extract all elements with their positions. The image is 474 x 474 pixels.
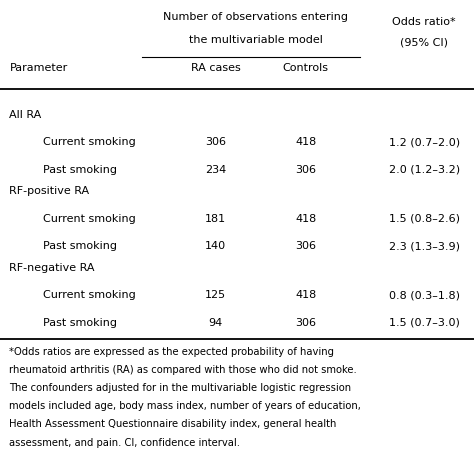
Text: 306: 306	[295, 165, 316, 175]
Text: Health Assessment Questionnaire disability index, general health: Health Assessment Questionnaire disabili…	[9, 419, 337, 429]
Text: 181: 181	[205, 214, 226, 224]
Text: Odds ratio*: Odds ratio*	[392, 17, 456, 27]
Text: *Odds ratios are expressed as the expected probability of having: *Odds ratios are expressed as the expect…	[9, 347, 335, 357]
Text: 418: 418	[295, 214, 316, 224]
Text: RF-positive RA: RF-positive RA	[9, 186, 90, 196]
Text: 1.5 (0.8–2.6): 1.5 (0.8–2.6)	[389, 214, 460, 224]
Text: 2.0 (1.2–3.2): 2.0 (1.2–3.2)	[389, 165, 460, 175]
Text: 306: 306	[295, 318, 316, 328]
Text: (95% CI): (95% CI)	[400, 38, 448, 48]
Text: Past smoking: Past smoking	[43, 165, 117, 175]
Text: Current smoking: Current smoking	[43, 214, 136, 224]
Text: rheumatoid arthritis (RA) as compared with those who did not smoke.: rheumatoid arthritis (RA) as compared wi…	[9, 365, 357, 375]
Text: All RA: All RA	[9, 110, 42, 120]
Text: Past smoking: Past smoking	[43, 241, 117, 251]
Text: 234: 234	[205, 165, 226, 175]
Text: 418: 418	[295, 137, 316, 147]
Text: 140: 140	[205, 241, 226, 251]
Text: 306: 306	[295, 241, 316, 251]
Text: 306: 306	[205, 137, 226, 147]
Text: 2.3 (1.3–3.9): 2.3 (1.3–3.9)	[389, 241, 460, 251]
Text: the multivariable model: the multivariable model	[189, 35, 323, 45]
Text: 125: 125	[205, 290, 226, 300]
Text: Past smoking: Past smoking	[43, 318, 117, 328]
Text: 0.8 (0.3–1.8): 0.8 (0.3–1.8)	[389, 290, 460, 300]
Text: Current smoking: Current smoking	[43, 137, 136, 147]
Text: 1.2 (0.7–2.0): 1.2 (0.7–2.0)	[389, 137, 460, 147]
Text: The confounders adjusted for in the multivariable logistic regression: The confounders adjusted for in the mult…	[9, 383, 352, 393]
Text: 1.5 (0.7–3.0): 1.5 (0.7–3.0)	[389, 318, 460, 328]
Text: Number of observations entering: Number of observations entering	[164, 12, 348, 22]
Text: Controls: Controls	[283, 63, 329, 73]
Text: 94: 94	[209, 318, 223, 328]
Text: 418: 418	[295, 290, 316, 300]
Text: RF-negative RA: RF-negative RA	[9, 263, 95, 273]
Text: RA cases: RA cases	[191, 63, 240, 73]
Text: assessment, and pain. CI, confidence interval.: assessment, and pain. CI, confidence int…	[9, 438, 240, 447]
Text: Current smoking: Current smoking	[43, 290, 136, 300]
Text: models included age, body mass index, number of years of education,: models included age, body mass index, nu…	[9, 401, 361, 411]
Text: Parameter: Parameter	[9, 63, 68, 73]
